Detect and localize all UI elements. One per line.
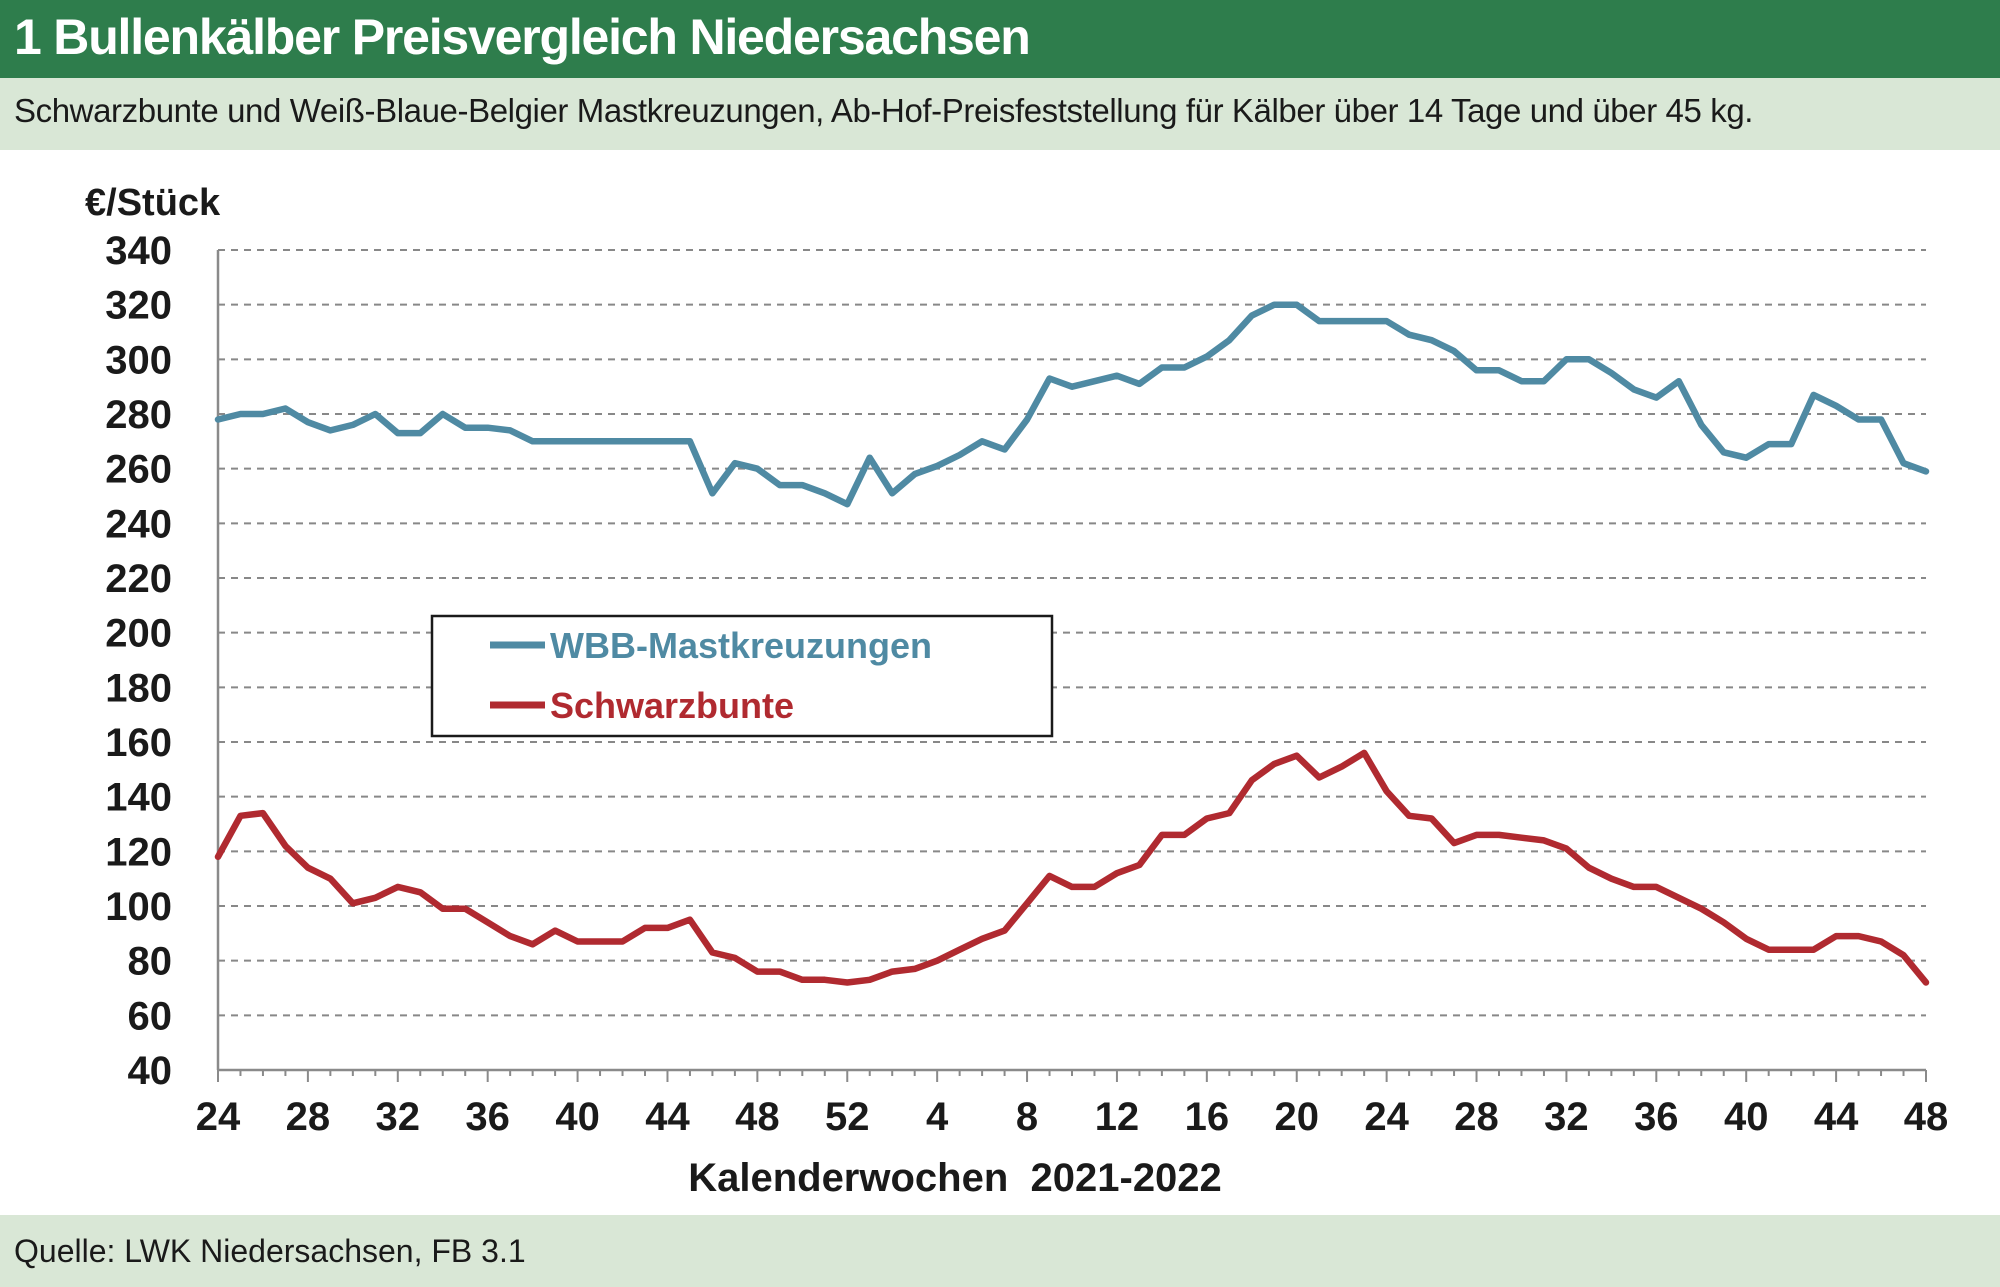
x-tick-label: 36 [465, 1095, 510, 1139]
y-tick-label: 80 [128, 940, 173, 984]
x-tick-label: 48 [1904, 1095, 1949, 1139]
y-axis-label: €/Stück [85, 182, 221, 224]
y-tick-label: 340 [105, 229, 172, 273]
x-tick-labels: 24 28 32 36 40 44 48 52 4 8 12 16 20 24 28 32 36 40 44 48 [196, 1095, 1949, 1139]
grid-lines [218, 249, 1926, 1017]
y-tick-labels: 40 60 80 100 120 140 160 180 200 220 240 260 280 300 3… [105, 229, 172, 1093]
x-tick-label: 44 [645, 1095, 690, 1139]
source-note: Quelle: LWK Niedersachsen, FB 3.1 [14, 1233, 526, 1269]
x-tick-label: 28 [286, 1095, 331, 1139]
y-tick-label: 60 [128, 994, 173, 1038]
y-tick-label: 40 [128, 1049, 173, 1093]
x-tick-label: 8 [1016, 1095, 1038, 1139]
y-tick-label: 280 [105, 393, 172, 437]
y-tick-label: 300 [105, 338, 172, 382]
subtitle-bar: Schwarzbunte und Weiß-Blaue-Belgier Mast… [0, 78, 2000, 150]
chart-subtitle: Schwarzbunte und Weiß-Blaue-Belgier Mast… [14, 92, 1754, 129]
y-tick-label: 140 [105, 776, 172, 820]
x-tick-label: 4 [926, 1095, 949, 1139]
x-tick-label: 48 [735, 1095, 780, 1139]
title-bar: 1 Bullenkälber Preisvergleich Niedersach… [0, 0, 2000, 78]
x-tick-label: 32 [376, 1095, 421, 1139]
y-tick-label: 160 [105, 721, 172, 765]
legend-label-schwarzbunte: Schwarzbunte [550, 685, 794, 726]
x-tick-label: 20 [1274, 1095, 1319, 1139]
x-tick-label: 24 [196, 1095, 241, 1139]
y-tick-label: 240 [105, 502, 172, 546]
y-tick-label: 220 [105, 557, 172, 601]
y-tick-label: 320 [105, 284, 172, 328]
y-tick-label: 120 [105, 830, 172, 874]
y-tick-label: 100 [105, 885, 172, 929]
x-tick-label: 40 [1724, 1095, 1769, 1139]
x-tick-label: 24 [1364, 1095, 1409, 1139]
series-lines [214, 301, 1930, 986]
y-tick-label: 200 [105, 612, 172, 656]
series-line-schwarzbunte [214, 749, 1930, 986]
legend-box [430, 614, 1054, 738]
x-tick-label: 44 [1814, 1095, 1859, 1139]
x-tick-label: 36 [1634, 1095, 1679, 1139]
legend: WBB-Mastkreuzungen Schwarzbunte [430, 614, 1054, 738]
y-tick-label: 180 [105, 666, 172, 710]
x-axis-label: Kalenderwochen 2021-2022 [688, 1156, 1222, 1200]
legend-label-wbb: WBB-Mastkreuzungen [550, 625, 932, 666]
axes [216, 250, 1927, 1082]
x-tick-label: 28 [1454, 1095, 1499, 1139]
series-line-wbb [214, 301, 1930, 508]
x-tick-label: 52 [825, 1095, 870, 1139]
source-bar: Quelle: LWK Niedersachsen, FB 3.1 [0, 1215, 2000, 1287]
y-tick-label: 260 [105, 448, 172, 492]
x-tick-label: 40 [555, 1095, 600, 1139]
chart-title: 1 Bullenkälber Preisvergleich Niedersach… [14, 9, 1031, 65]
x-tick-label: 16 [1185, 1095, 1230, 1139]
line-chart: 40 60 80 100 120 140 160 180 200 220 240 260 280 300 3… [85, 182, 1949, 1200]
x-tick-label: 12 [1095, 1095, 1140, 1139]
x-tick-label: 32 [1544, 1095, 1589, 1139]
